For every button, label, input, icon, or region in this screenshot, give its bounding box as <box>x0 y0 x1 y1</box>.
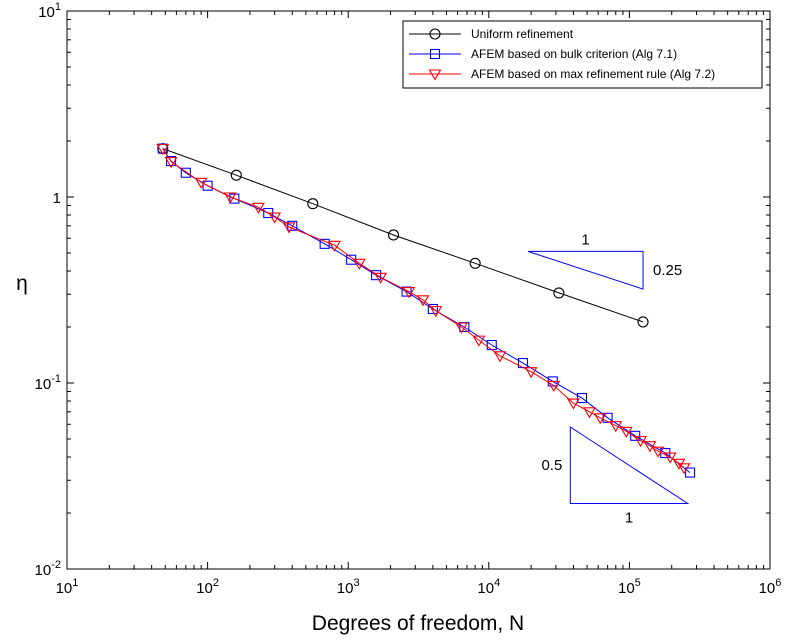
x-tick-label: 101 <box>56 577 79 597</box>
data-point <box>402 287 416 299</box>
data-point <box>282 222 296 234</box>
data-point <box>223 192 237 204</box>
legend-label: Uniform refinement <box>471 27 574 41</box>
data-point <box>553 287 565 299</box>
data-point <box>387 229 400 241</box>
slope-run-label: 1 <box>625 509 633 526</box>
data-point <box>202 180 213 191</box>
x-tick-label: 105 <box>618 577 641 597</box>
data-point <box>609 421 623 433</box>
data-point <box>593 413 607 425</box>
legend-entry-afem-based-on-max-refinement-rule-alg-7-2: AFEM based on max refinement rule (Alg 7… <box>409 67 715 81</box>
slope-rise-label: 0.25 <box>653 262 682 279</box>
data-point <box>493 351 507 363</box>
data-point <box>371 270 382 281</box>
data-point <box>677 463 691 475</box>
data-point <box>268 212 282 224</box>
data-point <box>307 198 319 210</box>
plot-area <box>67 11 770 569</box>
data-point <box>166 156 177 167</box>
slope-triangle-half <box>569 426 690 504</box>
y-tick-label: 10-2 <box>35 559 61 579</box>
data-point <box>427 303 438 315</box>
y-tick-label: 10-1 <box>35 373 61 393</box>
data-point <box>164 157 178 169</box>
x-axis-title: Degrees of freedom, N <box>312 612 524 635</box>
x-tick-label: 102 <box>196 577 219 597</box>
plot-frame <box>66 10 771 570</box>
data-point <box>469 257 481 269</box>
data-point <box>663 452 677 464</box>
data-point <box>455 322 469 334</box>
legend-marker <box>429 28 441 40</box>
data-point <box>352 258 366 270</box>
data-point <box>643 441 657 453</box>
annotation-layer: 1 0.25 0.5 1 <box>527 231 690 526</box>
data-point <box>547 380 561 393</box>
slope-run-label: 1 <box>581 231 589 248</box>
data-point <box>229 193 240 204</box>
legend-marker <box>428 69 442 81</box>
series-line <box>162 148 644 323</box>
data-point <box>194 177 208 189</box>
data-point <box>252 202 265 214</box>
series-3 <box>156 144 691 475</box>
data-point <box>374 272 388 284</box>
data-point <box>566 398 580 410</box>
slope-triangle-quarter <box>527 250 644 290</box>
data-point <box>180 167 191 178</box>
slope-rise-label: 0.5 <box>541 457 562 474</box>
data-point <box>524 367 538 379</box>
legend-label: AFEM based on max refinement rule (Alg 7… <box>471 67 715 81</box>
data-point <box>156 144 170 156</box>
x-tick-label: 104 <box>477 577 500 597</box>
legend: Uniform refinement AFEM based on bulk cri… <box>402 20 763 89</box>
tick-layer: 101 102 103 104 105 106 10-2 10-1 1 101 <box>35 1 782 597</box>
x-tick-label: 103 <box>337 577 360 597</box>
legend-marker <box>429 48 441 60</box>
legend-entry-afem-based-on-bulk-criterion-alg-7-1: AFEM based on bulk criterion (Alg 7.1) <box>409 47 677 61</box>
data-point <box>583 407 596 419</box>
data-point <box>230 169 242 181</box>
data-point <box>328 240 342 252</box>
data-point <box>630 430 641 441</box>
data-point <box>416 295 430 307</box>
data-point <box>472 335 486 347</box>
data-point <box>651 446 665 458</box>
legend-label: AFEM based on bulk criterion (Alg 7.1) <box>471 47 677 61</box>
data-point <box>619 426 633 438</box>
data-point <box>637 316 649 328</box>
data-point <box>576 393 588 404</box>
data-point <box>429 306 443 318</box>
x-tick-label: 106 <box>759 577 782 597</box>
y-tick-label: 101 <box>38 1 61 21</box>
legend-box <box>402 20 763 89</box>
series-layer <box>156 143 696 478</box>
y-tick-label: 1 <box>53 190 61 207</box>
legend-entry-uniform-refinement: Uniform refinement <box>409 27 574 41</box>
data-point <box>634 436 647 448</box>
data-point <box>684 467 696 478</box>
y-axis-title: η <box>16 272 28 295</box>
data-point <box>319 238 330 249</box>
axis-title-layer: Degrees of freedom, N η <box>16 272 524 635</box>
